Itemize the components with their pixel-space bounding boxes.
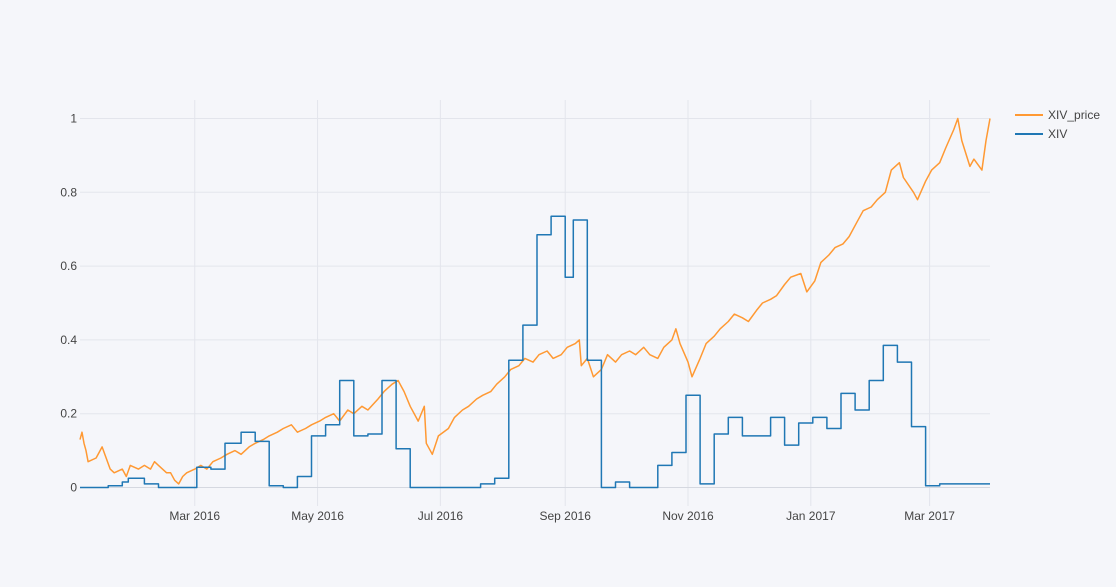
legend-label: XIV <box>1048 127 1067 141</box>
legend-label: XIV_price <box>1048 108 1100 122</box>
x-tick-label: Sep 2016 <box>540 509 592 523</box>
legend-item[interactable]: XIV_price <box>1015 108 1100 122</box>
y-tick-label: 0.6 <box>60 259 77 273</box>
legend[interactable]: XIV_price XIV <box>1015 108 1100 141</box>
x-tick-label: May 2016 <box>291 509 344 523</box>
series-line-xiv <box>80 215 990 489</box>
y-axis: 0 0.2 0.4 0.6 0.8 1 <box>60 111 77 494</box>
legend-item[interactable]: XIV <box>1015 127 1067 141</box>
grid-lines <box>80 100 990 506</box>
y-tick-label: 0.8 <box>60 185 77 199</box>
x-tick-label: Jul 2016 <box>418 509 464 523</box>
x-tick-label: Mar 2016 <box>169 509 220 523</box>
x-tick-label: Mar 2017 <box>904 509 955 523</box>
x-tick-label: Jan 2017 <box>786 509 836 523</box>
series-lines <box>79 117 991 489</box>
x-tick-label: Nov 2016 <box>662 509 714 523</box>
y-tick-label: 0 <box>70 481 77 495</box>
x-axis: Mar 2016 May 2016 Jul 2016 Sep 2016 Nov 2016… <box>169 509 955 523</box>
y-tick-label: 1 <box>70 111 77 125</box>
series-line-xiv-price <box>79 117 991 485</box>
y-tick-label: 0.2 <box>60 407 77 421</box>
y-tick-label: 0.4 <box>60 333 77 347</box>
